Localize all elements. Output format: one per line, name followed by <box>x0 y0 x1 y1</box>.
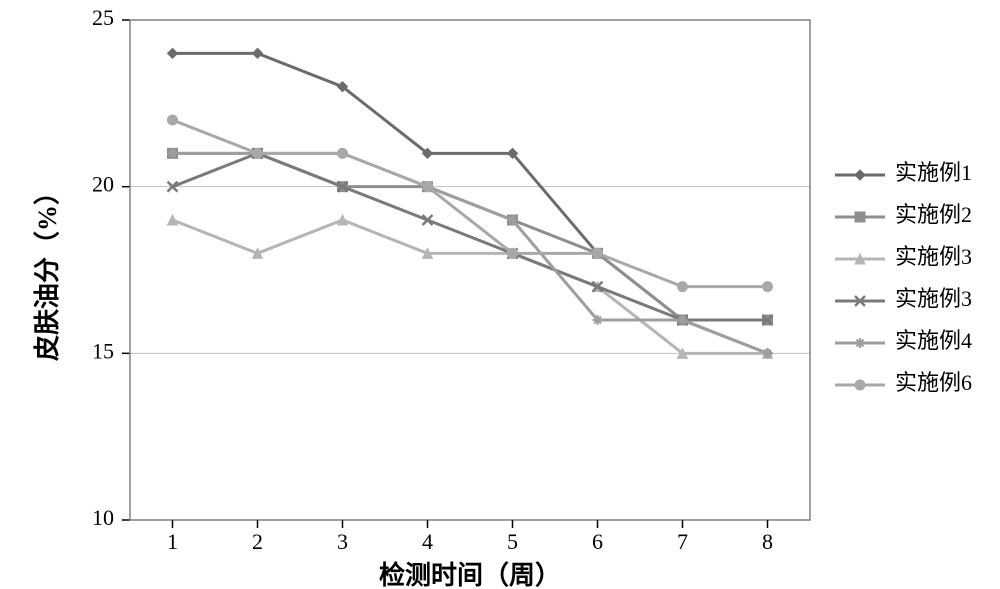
y-tick-label: 25 <box>92 5 114 30</box>
marker-diamond <box>253 48 263 58</box>
legend-label: 实施例1 <box>895 160 972 185</box>
legend-label: 实施例4 <box>895 328 972 353</box>
chart-container: 10 15 20 25 1 2 3 4 5 6 7 8 检测时间（周） 皮肤油分（%） 实施例1 实施例2 实施… <box>0 0 1000 589</box>
marker-circle <box>855 380 865 390</box>
marker-circle <box>763 282 773 292</box>
series <box>168 148 773 325</box>
x-tick-label: 4 <box>422 529 433 554</box>
marker-circle <box>678 282 688 292</box>
x-tick-label: 5 <box>507 529 518 554</box>
legend-label: 实施例6 <box>895 370 972 395</box>
marker-circle <box>168 115 178 125</box>
x-tick-label: 6 <box>592 529 603 554</box>
marker-circle <box>253 148 263 158</box>
x-axis-title: 检测时间（周） <box>379 560 561 589</box>
y-tick-label: 15 <box>92 338 114 363</box>
legend-label: 实施例2 <box>895 202 972 227</box>
marker-circle <box>508 248 518 258</box>
legend-label: 实施例3 <box>895 286 972 311</box>
legend-item <box>835 296 885 306</box>
y-tick-label: 20 <box>92 172 114 197</box>
marker-circle <box>593 248 603 258</box>
chart-svg: 10 15 20 25 1 2 3 4 5 6 7 8 检测时间（周） 皮肤油分（%） 实施例1 实施例2 实施… <box>0 0 1000 589</box>
marker-diamond <box>855 170 865 180</box>
legend-item <box>835 212 885 222</box>
marker-diamond <box>168 48 178 58</box>
marker-circle <box>423 182 433 192</box>
y-axis-title: 皮肤油分（%） <box>33 179 62 361</box>
plot-border <box>130 20 810 520</box>
legend-item <box>835 338 885 348</box>
marker-square <box>855 212 865 222</box>
series-line <box>173 153 768 320</box>
x-tick-label: 3 <box>337 529 348 554</box>
y-tick-label: 10 <box>92 505 114 530</box>
legend-item <box>835 170 885 180</box>
x-tick-label: 2 <box>252 529 263 554</box>
x-tick-label: 7 <box>677 529 688 554</box>
legend-item <box>835 254 885 264</box>
x-tick-label: 1 <box>167 529 178 554</box>
legend-label: 实施例3 <box>895 244 972 269</box>
marker-circle <box>338 148 348 158</box>
legend-item <box>835 380 885 390</box>
x-tick-label: 8 <box>762 529 773 554</box>
